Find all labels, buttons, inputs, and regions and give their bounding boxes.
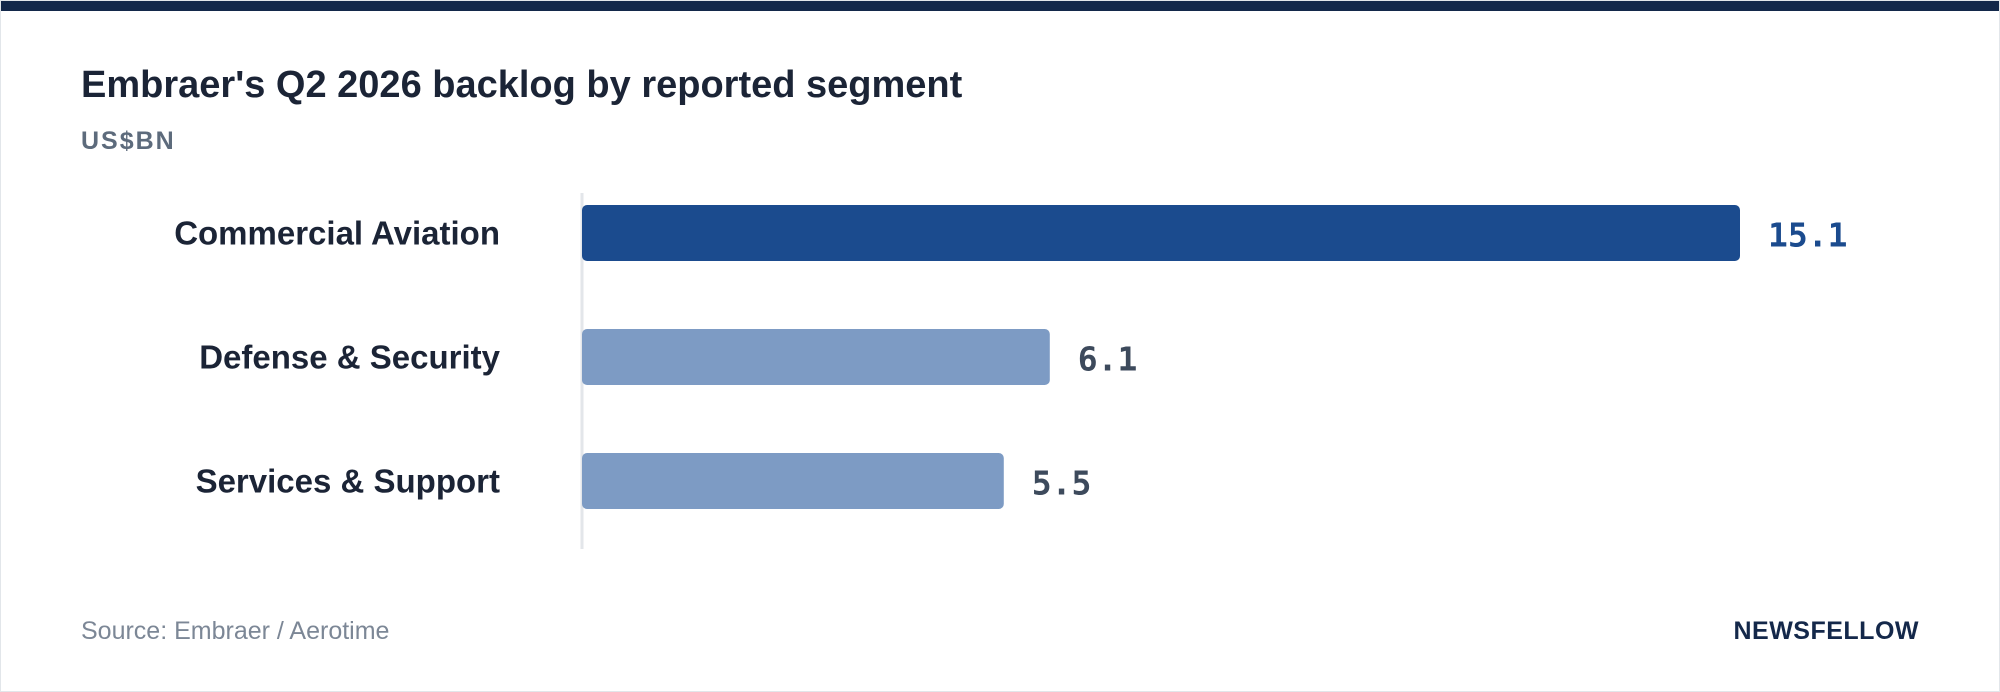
top-accent-bar bbox=[1, 1, 1999, 11]
bar-value-label: 15.1 bbox=[1768, 216, 1847, 255]
brand-logo-text: NEWSFELLOW bbox=[1733, 617, 1919, 645]
bar bbox=[582, 205, 1740, 261]
source-note: Source: Embraer / Aerotime bbox=[81, 617, 390, 645]
bar bbox=[582, 329, 1050, 385]
bar-row: Commercial Aviation 15.1 bbox=[174, 205, 1847, 261]
bar-row: Defense & Security 6.1 bbox=[199, 329, 1137, 385]
category-label: Defense & Security bbox=[199, 339, 500, 376]
category-label: Services & Support bbox=[196, 463, 500, 500]
bar-value-label: 6.1 bbox=[1078, 340, 1138, 379]
bar-value-label: 5.5 bbox=[1032, 464, 1092, 503]
bar-row: Services & Support 5.5 bbox=[196, 453, 1092, 509]
category-label: Commercial Aviation bbox=[174, 215, 500, 252]
bar bbox=[582, 453, 1004, 509]
chart-title: Embraer's Q2 2026 backlog by reported se… bbox=[81, 64, 963, 106]
chart-unit-subtitle: US$BN bbox=[81, 127, 176, 155]
